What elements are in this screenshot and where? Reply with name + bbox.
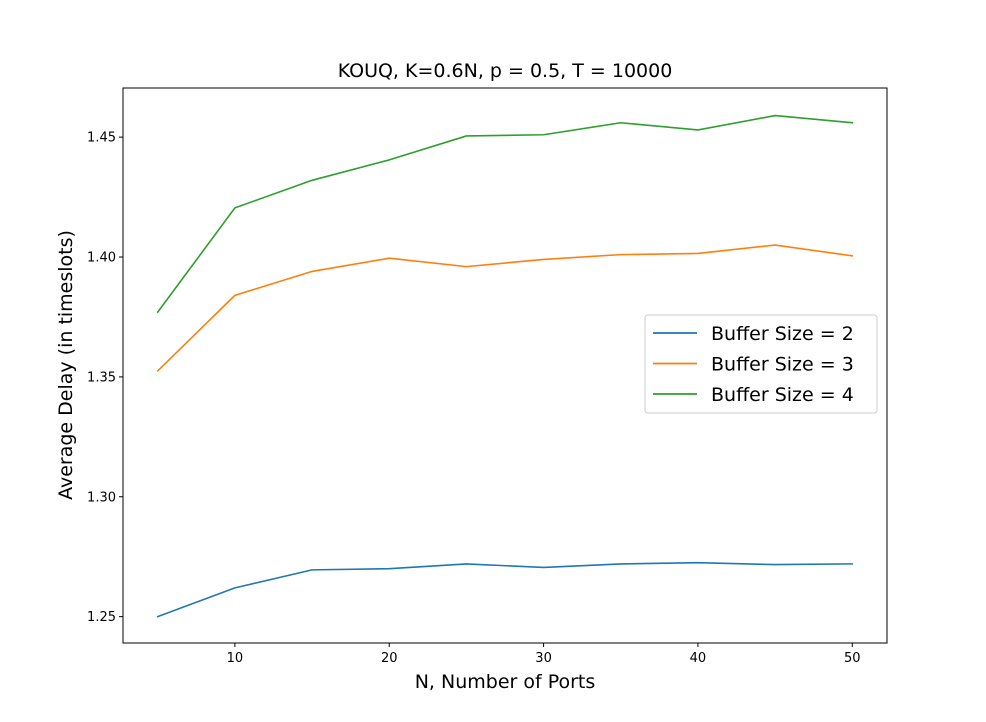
series-line-buffer-size-3	[156, 244, 854, 373]
y-tick-label: 1.25	[87, 610, 116, 625]
x-axis-label: N, Number of Ports	[415, 671, 596, 693]
x-tick-label: 10	[227, 651, 244, 666]
chart-title: KOUQ, K=0.6N, p = 0.5, T = 10000	[338, 60, 673, 82]
legend-label: Buffer Size = 3	[711, 354, 854, 376]
y-tick-label: 1.30	[87, 490, 116, 505]
series-line-buffer-size-4	[156, 114, 854, 314]
legend-frame	[644, 314, 878, 414]
y-tick-label: 1.45	[87, 131, 116, 146]
y-tick-label: 1.35	[87, 370, 116, 385]
legend-label: Buffer Size = 4	[711, 384, 854, 406]
x-tick-label: 40	[690, 651, 707, 666]
plot-frame	[122, 87, 888, 644]
x-tick-label: 50	[844, 651, 861, 666]
y-tick-label: 1.40	[87, 251, 116, 266]
series-line-buffer-size-2	[156, 561, 854, 618]
y-axis-label: Average Delay (in timeslots)	[55, 230, 77, 500]
y-axis-ticks: 1.25 1.30 1.35 1.40 1.45	[87, 131, 123, 625]
legend-label: Buffer Size = 2	[711, 323, 854, 345]
series-layer	[156, 114, 854, 618]
x-tick-label: 20	[381, 651, 398, 666]
legend: Buffer Size = 2 Buffer Size = 3 Buffer Siz…	[644, 314, 878, 414]
x-tick-label: 30	[535, 651, 552, 666]
x-axis-ticks: 10 20 30 40 50	[227, 643, 861, 666]
